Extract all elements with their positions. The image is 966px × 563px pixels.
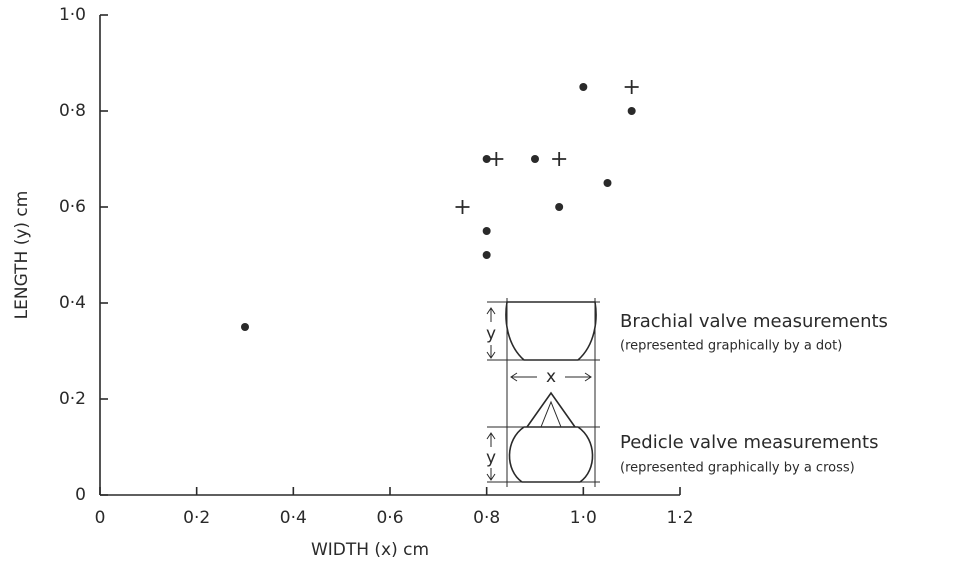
dot-marker [482,155,491,163]
dot-marker [482,251,491,259]
dot-marker [241,323,249,331]
x-tick-label: 0·6 [376,508,403,528]
y-axis-label: LENGTH (y) cm [12,191,32,320]
x-tick-label: 1·0 [570,508,597,528]
x-tick-label: 0·2 [183,508,210,528]
legend-label: Brachial valve measurements [620,311,888,332]
y-tick-label: 0 [75,485,86,505]
y-tick-label: 0·6 [59,197,86,217]
inset-diagram [486,298,600,487]
legend-label: Pedicle valve measurements [620,432,879,453]
cross-marker [455,200,470,214]
dot-marker [555,203,564,211]
y-tick-label: 1·0 [59,5,86,25]
y-tick-label: 0·8 [59,101,86,121]
x-axis-label: WIDTH (x) cm [311,540,429,560]
dot-marker [603,179,612,187]
dot-marker [531,155,539,163]
x-tick-label: 1·2 [666,508,693,528]
diagram-label: y [486,324,496,344]
dot-marker [482,227,491,235]
legend-note: (represented graphically by a dot) [620,339,842,354]
diagram-label: x [546,367,556,387]
x-tick-label: 0·8 [473,508,500,528]
diagram-label: y [486,448,496,468]
y-tick-label: 0·4 [59,293,86,313]
x-tick-label: 0·4 [280,508,307,528]
cross-marker [624,80,639,94]
cross-marker [552,152,567,166]
dot-marker [579,83,588,91]
legend-note: (represented graphically by a cross) [620,461,855,476]
x-tick-label: 0 [95,508,106,528]
y-tick-label: 0·2 [59,389,86,409]
cross-marker [489,152,504,166]
dot-marker [627,107,636,115]
